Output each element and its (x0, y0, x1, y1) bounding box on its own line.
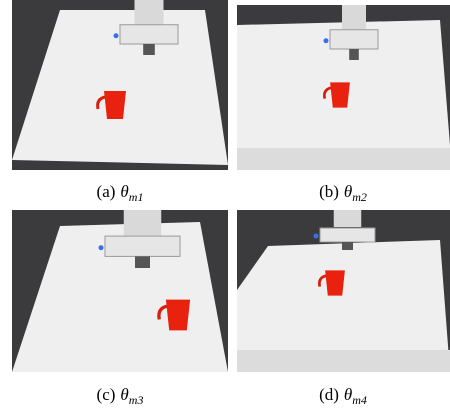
cup (325, 270, 345, 295)
photo (12, 0, 228, 170)
caption: (d) θm4 (319, 385, 367, 407)
caption-symbol: θ (120, 385, 128, 404)
robot-led (114, 33, 119, 38)
photo (12, 205, 228, 372)
caption-symbol: θ (344, 182, 352, 201)
robot-arm (342, 0, 366, 30)
caption-label: (c) (97, 385, 116, 404)
robot-fingers (135, 256, 150, 268)
robot-arm (135, 0, 164, 25)
robot-arm (124, 205, 162, 237)
table-edge (237, 148, 450, 170)
caption: (c)θm3 (97, 385, 144, 407)
cup (330, 82, 350, 107)
robot-fingers (342, 242, 353, 250)
robot-gripper (105, 236, 180, 256)
caption: (b) θm2 (319, 182, 367, 204)
figure: (a)θm1(b)θm2(c)θm3(d)θm4 (0, 0, 450, 412)
caption-symbol: θ (344, 385, 352, 404)
caption-label: (b) (319, 182, 339, 201)
robot-fingers (143, 44, 155, 55)
cup (104, 91, 126, 119)
robot-gripper (120, 25, 178, 44)
photo (237, 0, 450, 170)
robot-fingers (349, 49, 359, 60)
caption-label: (a) (97, 182, 116, 201)
robot-led (324, 38, 329, 43)
robot-arm (334, 205, 362, 227)
caption: (a)θm1 (97, 182, 144, 204)
caption-subscript: m1 (129, 190, 144, 204)
cup (166, 300, 190, 331)
caption-subscript: m4 (352, 393, 367, 407)
photo (237, 205, 450, 372)
caption-subscript: m3 (129, 393, 144, 407)
robot-gripper (320, 228, 375, 242)
table-edge (237, 350, 450, 372)
caption-label: (d) (319, 385, 339, 404)
robot-led (314, 234, 319, 239)
caption-symbol: θ (120, 182, 128, 201)
caption-subscript: m2 (352, 190, 367, 204)
robot-led (99, 245, 104, 250)
robot-gripper (330, 30, 378, 49)
